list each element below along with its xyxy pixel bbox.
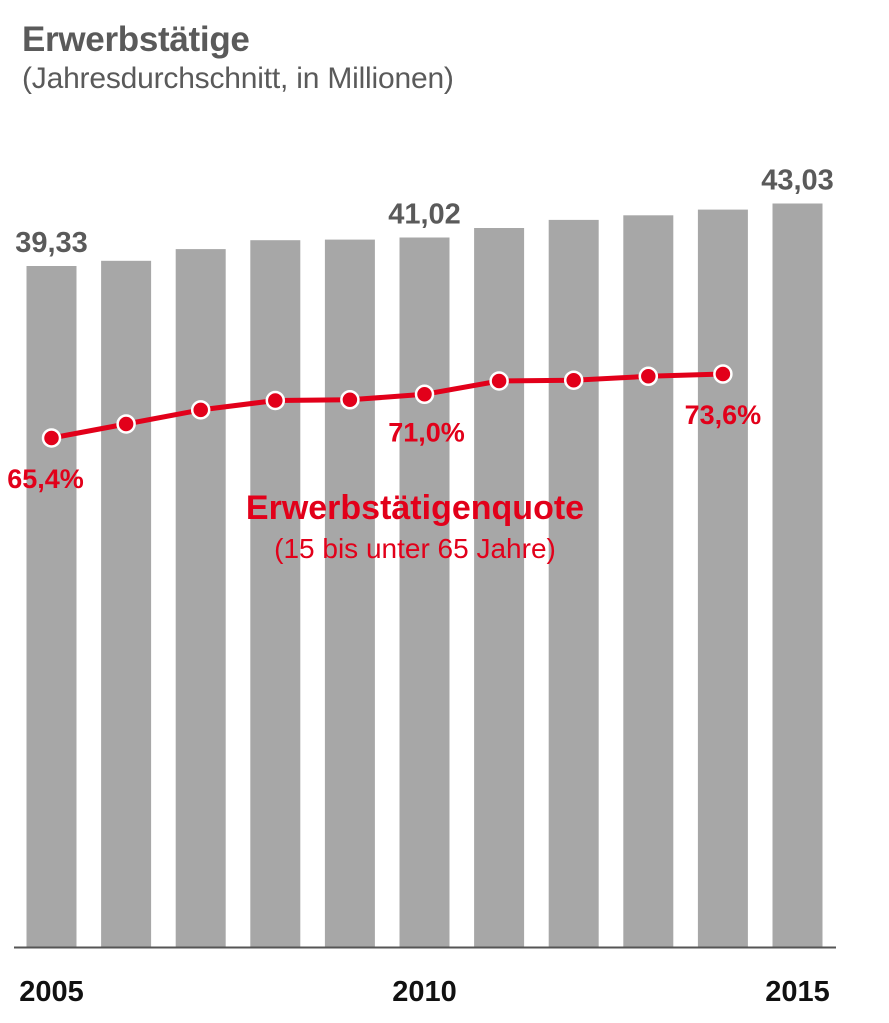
- chart-title: Erwerbstätige: [22, 20, 250, 59]
- bar-labels-group: 39,33 41,02 43,03: [15, 165, 834, 260]
- x-tick-label: 2010: [392, 976, 457, 1008]
- rate-point-2013: [638, 366, 659, 387]
- bar-2011: [474, 228, 525, 947]
- bar-2007: [175, 249, 226, 948]
- bar-2014: [697, 209, 748, 948]
- bar-2006: [101, 260, 152, 947]
- rate-point-2012: [563, 370, 584, 390]
- bar-value-label: 41,02: [388, 199, 461, 231]
- rate-series-title: Erwerbstätigenquote: [246, 489, 584, 527]
- rate-value-label: 65,4%: [7, 464, 84, 494]
- rate-line: [51, 371, 723, 441]
- rate-point-2011: [489, 371, 509, 391]
- bars-group: [26, 203, 823, 948]
- bar-2012: [548, 219, 599, 947]
- rate-point-2010: [414, 384, 435, 405]
- bar-value-label: 43,03: [761, 165, 834, 197]
- x-tick-label: 2015: [765, 976, 830, 1008]
- rate-value-label: 71,0%: [388, 417, 465, 447]
- rate-point-2014: [713, 364, 733, 384]
- rate-point-2008: [265, 390, 286, 411]
- bar-2010: [399, 237, 450, 947]
- bar-value-label: 39,33: [15, 227, 88, 259]
- bar-2008: [250, 240, 301, 947]
- bar-2013: [623, 215, 674, 948]
- x-tick-labels-group: 2005 2010 2015: [19, 976, 830, 1008]
- rate-value-label: 73,6%: [685, 400, 762, 430]
- rate-point-2006: [116, 414, 136, 434]
- bar-2015: [772, 203, 823, 947]
- bar-2009: [324, 239, 375, 948]
- rate-line-group: [41, 364, 733, 448]
- rate-point-2005: [41, 428, 62, 448]
- rate-series-subtitle: (15 bis unter 65 Jahre): [274, 533, 556, 564]
- rate-point-2009: [340, 390, 360, 410]
- bar-2005: [26, 266, 77, 947]
- rate-point-2007: [190, 400, 211, 420]
- x-tick-label: 2005: [19, 976, 84, 1008]
- chart-subtitle: (Jahresdurchschnitt, in Millionen): [22, 62, 454, 95]
- rate-labels-group: 65,4% 71,0% 73,6%: [7, 400, 761, 494]
